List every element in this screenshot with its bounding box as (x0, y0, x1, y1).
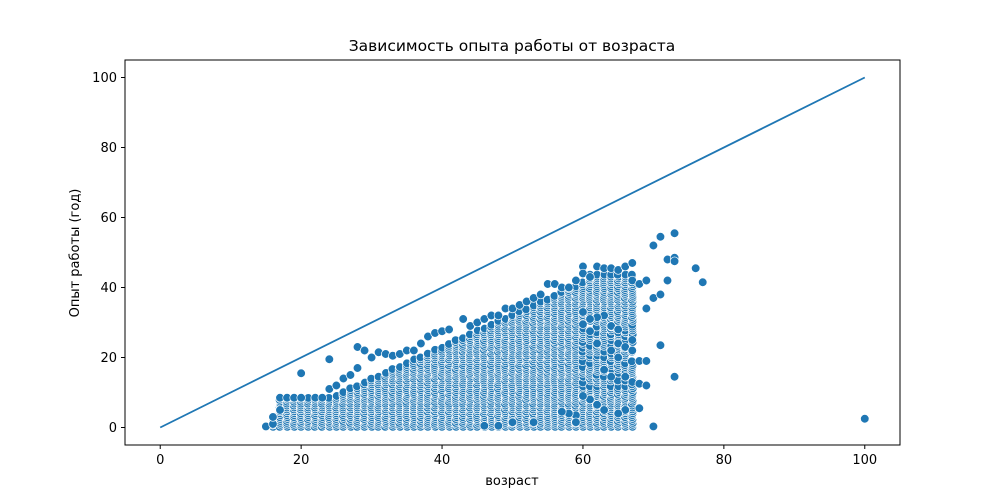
data-point (669, 256, 680, 266)
data-point (648, 421, 659, 432)
y-axis-label: Опыт работы (год) (68, 189, 83, 318)
data-point (592, 400, 602, 410)
data-point (613, 408, 623, 419)
data-point (641, 380, 652, 391)
data-point (641, 275, 652, 286)
data-point (585, 326, 595, 336)
data-point (585, 314, 595, 324)
data-point (536, 289, 546, 300)
data-point (366, 352, 377, 363)
data-point (296, 368, 306, 378)
reference-line (159, 76, 866, 429)
data-point (655, 340, 666, 350)
plot-area-frame (124, 59, 901, 446)
x-tick-label: 100 (852, 453, 877, 468)
data-point (507, 417, 518, 427)
data-point (493, 310, 504, 321)
data-point (627, 258, 637, 268)
x-tick-label: 80 (716, 453, 733, 468)
data-point (345, 370, 356, 380)
data-point (409, 345, 419, 356)
data-point (324, 354, 334, 364)
data-point (634, 403, 644, 413)
data-point (641, 356, 652, 366)
data-point (359, 345, 370, 356)
data-point (669, 372, 680, 382)
data-point (528, 417, 539, 427)
data-point (444, 324, 454, 335)
data-point (655, 289, 666, 300)
data-point (275, 405, 285, 415)
data-point (691, 263, 701, 273)
data-point (606, 372, 616, 382)
data-point (592, 338, 602, 349)
data-point (317, 393, 327, 403)
data-point (578, 319, 588, 329)
y-tick-label: 60 (100, 211, 117, 226)
y-tick-label: 80 (100, 141, 117, 156)
data-point (613, 352, 623, 363)
data-point (698, 277, 708, 287)
x-tick-label: 20 (293, 453, 310, 468)
data-point (599, 405, 609, 415)
y-tick-label: 100 (92, 71, 117, 86)
x-tick-label: 0 (156, 453, 164, 468)
data-point (331, 380, 342, 391)
data-point (479, 421, 489, 431)
data-point (669, 228, 680, 238)
data-point (585, 272, 595, 282)
data-points-layer (261, 228, 870, 432)
data-point (571, 417, 581, 427)
data-point (606, 345, 616, 356)
y-tick-label: 0 (109, 421, 117, 436)
data-point (458, 314, 468, 324)
data-point (557, 407, 567, 417)
data-point (268, 412, 278, 422)
x-tick-label: 40 (434, 453, 451, 468)
data-point (627, 335, 637, 345)
y-axis-ticks: 0 20 40 60 80 100 (92, 71, 125, 436)
data-point (655, 232, 666, 242)
chart-title: Зависимость опыта работы от возраста (349, 37, 676, 55)
data-point (564, 282, 574, 293)
y-tick-label: 20 (100, 351, 117, 366)
data-point (578, 307, 588, 317)
x-tick-label: 60 (575, 453, 592, 468)
data-point (627, 345, 637, 356)
data-point (620, 372, 630, 382)
data-point (416, 338, 426, 349)
data-point (641, 303, 652, 314)
data-point (860, 414, 870, 424)
data-point (662, 275, 673, 286)
x-axis-label: возраст (485, 474, 539, 489)
data-point (613, 324, 623, 335)
y-tick-label: 40 (100, 281, 117, 296)
data-point (578, 391, 588, 401)
data-point (571, 275, 581, 286)
data-point (648, 240, 659, 251)
x-axis-ticks: 0 20 40 60 80 100 (156, 445, 877, 468)
reference-line-layer (159, 76, 866, 429)
data-point (296, 393, 306, 403)
data-point (599, 365, 609, 375)
data-point (352, 363, 363, 373)
data-point (493, 421, 504, 431)
